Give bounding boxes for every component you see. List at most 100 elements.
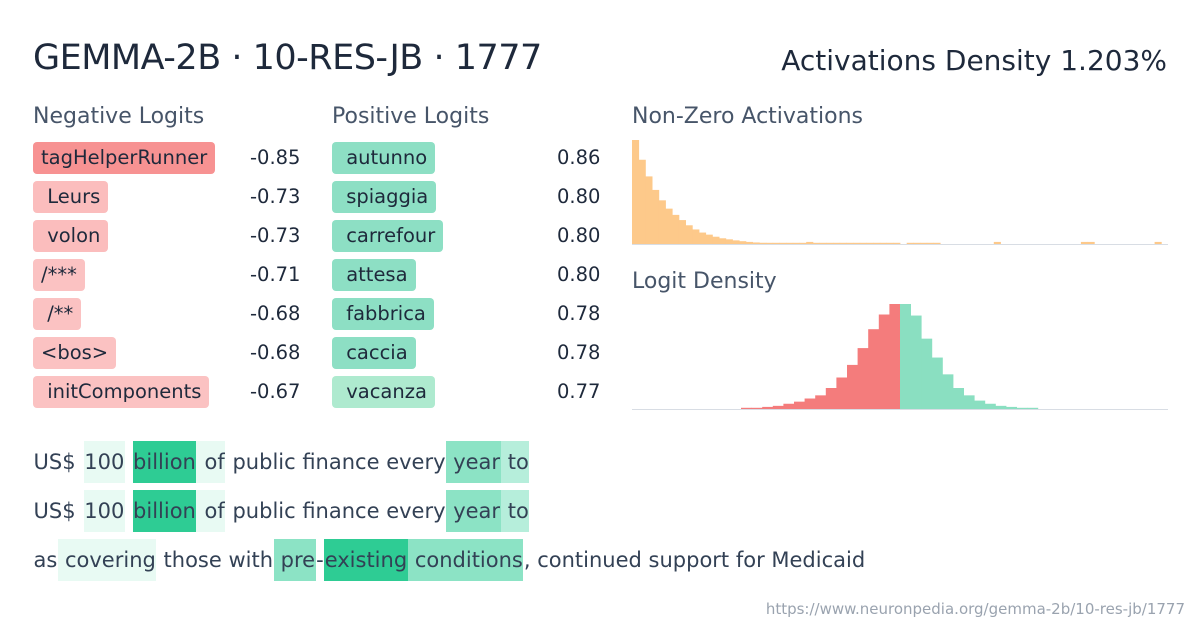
- negative-logit-row: volon: [33, 219, 109, 253]
- activation-token: of: [204, 441, 226, 483]
- activation-token: public finance every: [225, 441, 447, 483]
- activation-token: -: [315, 539, 325, 581]
- activation-histogram-bar: [766, 242, 774, 244]
- positive-logit-value: 0.78: [557, 341, 601, 364]
- negative-logit-row: tagHelperRunner: [33, 141, 216, 175]
- activation-token: [124, 441, 133, 483]
- positive-logit-row: vacanza: [332, 375, 435, 409]
- activation-histogram-bar: [1087, 241, 1095, 244]
- nonzero-activations-histogram: [632, 140, 1168, 245]
- positive-logit-bar: [910, 315, 922, 409]
- activation-example: US$ 100 billion of public finance every …: [33, 441, 866, 483]
- negative-logit-row: Leurs: [33, 180, 109, 214]
- activation-token: 100: [83, 441, 125, 483]
- positive-logit-bar: [942, 374, 954, 409]
- activation-token: US$: [33, 490, 77, 532]
- activation-histogram-bar: [833, 242, 841, 244]
- positive-logits-heading: Positive Logits: [332, 104, 490, 129]
- positive-logit-value: 0.80: [557, 263, 601, 286]
- negative-logit-value: -0.85: [250, 146, 301, 169]
- activation-histogram-bar: [745, 241, 753, 244]
- positive-logit-bar: [931, 357, 943, 409]
- negative-logits-heading: Negative Logits: [33, 104, 205, 129]
- negative-logit-row: /***: [33, 258, 85, 292]
- negative-logit-row: initComponents: [33, 375, 210, 409]
- positive-logit-value: 0.86: [557, 146, 601, 169]
- activation-token: [76, 490, 84, 532]
- positive-logit-row: caccia: [332, 336, 416, 370]
- logit-density-heading: Logit Density: [632, 269, 777, 294]
- positive-logit-value: 0.80: [557, 224, 601, 247]
- negative-logit-bar: [878, 314, 890, 409]
- positive-logit-bar: [1006, 406, 1017, 409]
- activation-histogram-bar: [913, 242, 921, 244]
- activation-histogram-bar: [806, 241, 814, 244]
- activation-density: Activations Density 1.203%: [781, 44, 1167, 77]
- negative-logit-bar: [783, 403, 795, 409]
- activation-token: to: [500, 441, 530, 483]
- positive-logit-token: autunno: [332, 142, 436, 174]
- negative-logit-row: /**: [33, 297, 82, 331]
- activation-example: US$ 100 billion of public finance every …: [33, 490, 866, 532]
- activation-histogram-bar: [665, 208, 673, 244]
- activation-histogram-bar: [672, 214, 680, 244]
- activation-token: [76, 441, 84, 483]
- negative-logit-row: <bos>: [33, 336, 117, 370]
- activation-histogram-bar: [839, 242, 847, 244]
- activation-histogram-bar: [759, 242, 767, 244]
- activation-token: , continued support for Medicaid: [523, 539, 866, 581]
- positive-logit-token: spiaggia: [332, 181, 437, 213]
- logit-density-histogram: [632, 304, 1168, 410]
- activation-token: [196, 441, 205, 483]
- negative-logit-bar: [741, 407, 752, 409]
- activation-histogram-bar: [873, 242, 881, 244]
- activation-examples: US$ 100 billion of public finance every …: [33, 441, 866, 588]
- activation-token: existing: [324, 539, 408, 581]
- activation-token: US$: [33, 441, 77, 483]
- activation-token: to: [500, 490, 530, 532]
- activation-histogram-bar: [812, 242, 820, 244]
- negative-logit-bar: [772, 405, 784, 409]
- positive-logit-bar: [900, 304, 911, 409]
- activation-histogram-bar: [638, 159, 646, 244]
- activation-token: [124, 490, 133, 532]
- positive-logit-row: attesa: [332, 258, 416, 292]
- activation-histogram-bar: [678, 220, 686, 244]
- positive-logit-row: autunno: [332, 141, 436, 175]
- activation-token: covering: [57, 539, 157, 581]
- negative-logit-bar: [825, 388, 837, 409]
- negative-logit-bar: [804, 398, 816, 409]
- activation-token: year: [446, 441, 501, 483]
- activation-example: as covering those with pre - existing cond…: [33, 539, 866, 581]
- negative-logit-value: -0.68: [250, 302, 301, 325]
- activation-token: as: [33, 539, 58, 581]
- positive-logit-value: 0.77: [557, 380, 601, 403]
- positive-logit-row: spiaggia: [332, 180, 437, 214]
- positive-logit-token: caccia: [332, 337, 416, 369]
- activation-token: public finance every: [225, 490, 447, 532]
- activation-histogram-bar: [786, 242, 794, 244]
- negative-logit-bar: [751, 407, 763, 409]
- negative-logit-value: -0.73: [250, 185, 301, 208]
- activation-histogram-bar: [645, 176, 653, 244]
- activation-histogram-bar: [846, 242, 854, 244]
- activation-histogram-bar: [893, 242, 901, 244]
- activation-histogram-bar: [920, 242, 928, 244]
- activation-token: [196, 490, 205, 532]
- activation-histogram-bar: [859, 242, 867, 244]
- positive-logit-bar: [974, 400, 986, 409]
- source-url[interactable]: https://www.neuronpedia.org/gemma-2b/10-…: [765, 600, 1185, 618]
- negative-logit-token: /**: [33, 298, 82, 330]
- activation-histogram-bar: [792, 242, 800, 244]
- activation-token: those with: [156, 539, 274, 581]
- negative-logit-value: -0.73: [250, 224, 301, 247]
- activation-token: pre: [273, 539, 316, 581]
- negative-logit-bar: [836, 377, 848, 409]
- activation-histogram-bar: [732, 240, 740, 244]
- negative-logit-bar: [815, 395, 827, 409]
- negative-logit-token: volon: [33, 220, 109, 252]
- negative-logit-bar: [847, 364, 858, 409]
- negative-logit-token: tagHelperRunner: [33, 142, 216, 174]
- positive-logit-bar: [984, 403, 996, 409]
- negative-logit-value: -0.68: [250, 341, 301, 364]
